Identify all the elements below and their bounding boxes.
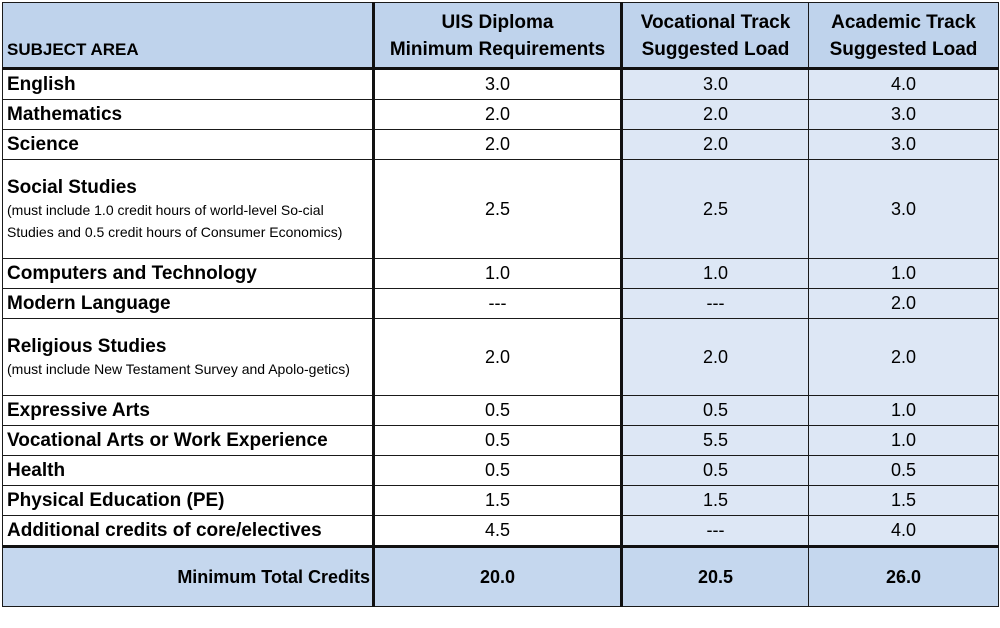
academic-value: 1.0: [808, 425, 999, 456]
header-academic-track: Academic Track Suggested Load: [808, 2, 999, 70]
vocational-value: 1.5: [620, 485, 809, 516]
subject-cell: Additional credits of core/electives: [2, 515, 374, 547]
table-row: Social Studies (must include 1.0 credit …: [2, 159, 999, 259]
header-voc-line2: Suggested Load: [641, 39, 790, 60]
uis-value: 4.5: [372, 515, 622, 547]
header-row: SUBJECT AREA UIS Diploma Minimum Require…: [2, 2, 999, 70]
academic-value: 4.0: [808, 68, 999, 100]
uis-value: 0.5: [372, 395, 622, 426]
subject-cell: Expressive Arts: [2, 395, 374, 426]
subject-cell: Computers and Technology: [2, 258, 374, 289]
subject-name: Mathematics: [7, 104, 123, 125]
uis-value: 1.5: [372, 485, 622, 516]
credit-requirements-table: SUBJECT AREA UIS Diploma Minimum Require…: [2, 2, 999, 607]
subject-name: Additional credits of core/electives: [7, 520, 322, 541]
subject-note: (must include New Testament Survey and A…: [7, 360, 350, 377]
subject-name: Vocational Arts or Work Experience: [7, 430, 328, 451]
vocational-value: 0.5: [620, 395, 809, 426]
table-row: Science 2.0 2.0 3.0: [2, 129, 999, 160]
table-row: Computers and Technology 1.0 1.0 1.0: [2, 258, 999, 289]
vocational-value: ---: [620, 515, 809, 547]
header-uis-line1: UIS Diploma: [441, 12, 554, 33]
subject-note: (must include 1.0 credit hours of world-…: [7, 201, 343, 240]
subject-cell: Vocational Arts or Work Experience: [2, 425, 374, 456]
academic-value: 3.0: [808, 99, 999, 130]
subject-name: Computers and Technology: [7, 263, 257, 284]
vocational-value: 0.5: [620, 455, 809, 486]
academic-value: 2.0: [808, 318, 999, 396]
table-row: Health 0.5 0.5 0.5: [2, 455, 999, 486]
total-uis-value: 20.0: [372, 545, 622, 607]
subject-name: English: [7, 74, 76, 95]
table-row: Additional credits of core/electives 4.5…: [2, 515, 999, 547]
header-subject-area: SUBJECT AREA: [2, 2, 374, 70]
uis-value: 2.0: [372, 129, 622, 160]
header-uis-line2: Minimum Requirements: [389, 39, 606, 60]
table-row: Mathematics 2.0 2.0 3.0: [2, 99, 999, 130]
table-row: Expressive Arts 0.5 0.5 1.0: [2, 395, 999, 426]
uis-value: 1.0: [372, 258, 622, 289]
header-vocational-track: Vocational Track Suggested Load: [620, 2, 809, 70]
subject-name: Social Studies: [7, 176, 137, 198]
vocational-value: 5.5: [620, 425, 809, 456]
header-acad-line2: Suggested Load: [829, 39, 978, 60]
total-vocational-value: 20.5: [620, 545, 809, 607]
subject-name: Physical Education (PE): [7, 490, 225, 511]
uis-value: 3.0: [372, 68, 622, 100]
header-voc-line1: Vocational Track: [640, 12, 791, 33]
vocational-value: ---: [620, 288, 809, 319]
uis-value: 0.5: [372, 425, 622, 456]
subject-cell: Mathematics: [2, 99, 374, 130]
table-row: Vocational Arts or Work Experience 0.5 5…: [2, 425, 999, 456]
subject-name: Modern Language: [7, 293, 171, 314]
vocational-value: 2.5: [620, 159, 809, 259]
vocational-value: 3.0: [620, 68, 809, 100]
uis-value: 2.0: [372, 99, 622, 130]
uis-value: 2.5: [372, 159, 622, 259]
subject-name: Science: [7, 134, 79, 155]
subject-cell: Religious Studies (must include New Test…: [2, 318, 374, 396]
academic-value: 0.5: [808, 455, 999, 486]
uis-value: ---: [372, 288, 622, 319]
table-row: English 3.0 3.0 4.0: [2, 68, 999, 100]
subject-name: Religious Studies: [7, 335, 167, 357]
subject-cell: Health: [2, 455, 374, 486]
subject-cell: Physical Education (PE): [2, 485, 374, 516]
total-academic-value: 26.0: [808, 545, 999, 607]
table-row: Modern Language --- --- 2.0: [2, 288, 999, 319]
total-row: Minimum Total Credits 20.0 20.5 26.0: [2, 545, 999, 607]
subject-cell: Social Studies (must include 1.0 credit …: [2, 159, 374, 259]
header-acad-line1: Academic Track: [831, 12, 976, 33]
uis-value: 0.5: [372, 455, 622, 486]
total-label: Minimum Total Credits: [2, 545, 374, 607]
academic-value: 3.0: [808, 159, 999, 259]
vocational-value: 2.0: [620, 129, 809, 160]
academic-value: 1.5: [808, 485, 999, 516]
academic-value: 2.0: [808, 288, 999, 319]
subject-name: Expressive Arts: [7, 400, 150, 421]
subject-cell: English: [2, 68, 374, 100]
uis-value: 2.0: [372, 318, 622, 396]
vocational-value: 2.0: [620, 318, 809, 396]
table-row: Physical Education (PE) 1.5 1.5 1.5: [2, 485, 999, 516]
academic-value: 3.0: [808, 129, 999, 160]
vocational-value: 2.0: [620, 99, 809, 130]
subject-name: Health: [7, 460, 66, 481]
vocational-value: 1.0: [620, 258, 809, 289]
academic-value: 1.0: [808, 258, 999, 289]
table-row: Religious Studies (must include New Test…: [2, 318, 999, 396]
subject-cell: Modern Language: [2, 288, 374, 319]
header-uis-diploma: UIS Diploma Minimum Requirements: [372, 2, 622, 70]
subject-cell: Science: [2, 129, 374, 160]
academic-value: 4.0: [808, 515, 999, 547]
academic-value: 1.0: [808, 395, 999, 426]
